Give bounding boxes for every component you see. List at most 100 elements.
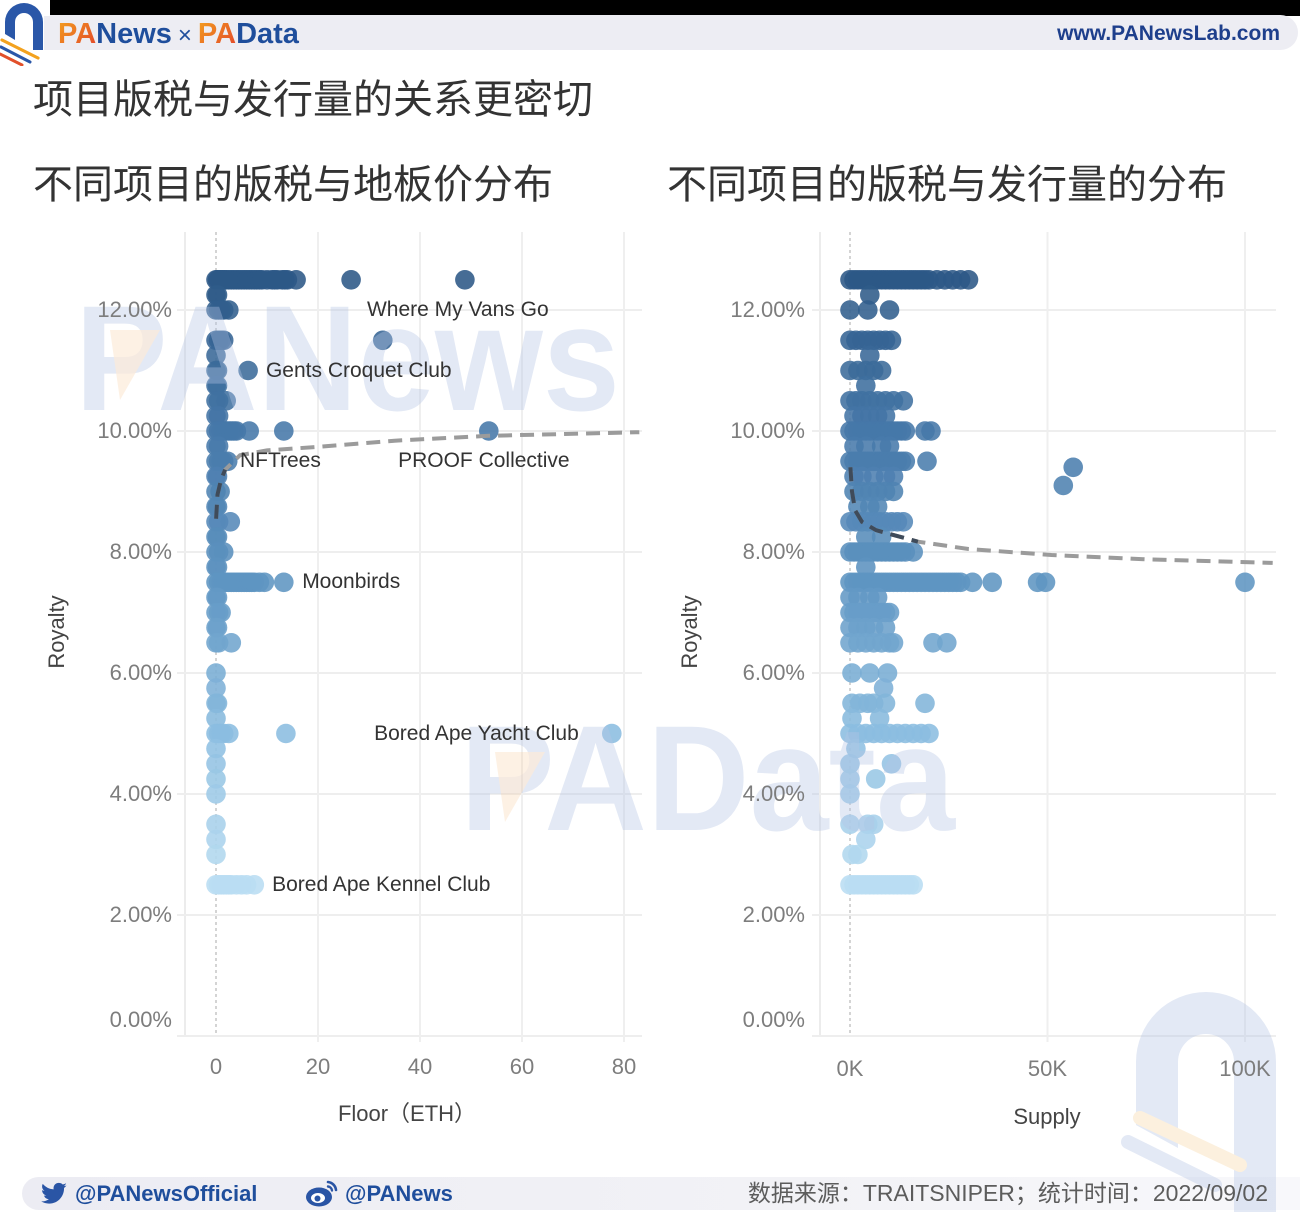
gridlines — [177, 232, 642, 1042]
data-point — [867, 481, 888, 502]
data-point — [881, 512, 902, 532]
brand-logo-text: PANews × PAData — [58, 16, 299, 52]
data-point — [217, 451, 238, 472]
data-point — [219, 300, 239, 320]
data-point — [208, 633, 229, 653]
y-tick-label: 10.00% — [730, 418, 805, 443]
data-point — [1235, 572, 1255, 593]
data-point — [883, 391, 904, 411]
site-url-link[interactable]: www.PANewsLab.com — [1057, 22, 1280, 45]
data-point — [254, 572, 275, 593]
data-point — [221, 270, 242, 290]
x-tick-label: 80 — [611, 1054, 637, 1079]
data-point — [244, 270, 265, 290]
y-tick-label: 2.00% — [742, 902, 805, 927]
data-point — [850, 693, 870, 714]
data-point — [903, 270, 923, 290]
data-point — [879, 451, 900, 472]
data-point — [848, 360, 868, 381]
data-point — [879, 300, 900, 320]
data-point — [224, 572, 244, 593]
data-point — [871, 270, 892, 290]
data-point — [221, 572, 242, 593]
data-point — [863, 572, 884, 593]
data-point — [206, 557, 226, 577]
data-point — [846, 738, 866, 759]
data-point — [208, 723, 229, 744]
data-point — [206, 360, 226, 381]
brand-news-suffix: News — [96, 18, 172, 50]
data-point — [939, 572, 959, 593]
data-point — [950, 572, 971, 593]
data-point — [848, 633, 868, 653]
data-point — [234, 572, 254, 593]
data-point — [863, 330, 884, 351]
gridlines — [812, 232, 1276, 1042]
data-point — [927, 572, 947, 593]
data-point — [206, 496, 226, 517]
data-point — [887, 270, 908, 290]
data-point — [881, 330, 902, 351]
data-point — [844, 466, 864, 487]
data-point — [277, 270, 298, 290]
data-point — [848, 542, 868, 562]
data-point — [887, 451, 908, 472]
twitter-icon[interactable] — [40, 1181, 68, 1207]
data-point — [226, 270, 247, 290]
brand-news-prefix: PA — [58, 18, 97, 50]
data-point — [840, 784, 860, 804]
data-point — [883, 466, 904, 487]
data-point — [863, 421, 884, 441]
data-point — [275, 270, 295, 290]
data-point — [863, 602, 884, 623]
data-point — [207, 466, 228, 487]
data-point — [875, 693, 896, 714]
data-point — [844, 602, 864, 623]
data-point — [942, 270, 963, 290]
trend-line — [214, 430, 640, 519]
data-point — [844, 875, 864, 895]
data-point — [863, 466, 884, 487]
data-point — [895, 875, 916, 895]
data-point — [923, 572, 943, 593]
x-axis-title-floor: Floor（ETH） — [337, 1101, 477, 1126]
footer-band — [22, 1177, 1300, 1210]
data-point — [887, 542, 908, 562]
data-point — [206, 481, 226, 502]
data-point — [208, 542, 229, 562]
data-point — [207, 285, 228, 305]
data-point — [213, 330, 234, 351]
data-point — [226, 572, 247, 593]
data-point — [915, 572, 935, 593]
data-point — [848, 421, 868, 441]
data-point — [919, 572, 939, 593]
data-point — [206, 345, 226, 366]
twitter-handle-link[interactable]: @PANewsOfficial — [75, 1181, 258, 1206]
data-point — [860, 391, 880, 411]
data-point — [213, 421, 234, 441]
data-point — [207, 270, 228, 290]
data-point — [252, 270, 272, 290]
data-point — [206, 451, 226, 472]
data-point — [226, 421, 247, 441]
weibo-handle-link[interactable]: @PANews — [345, 1181, 453, 1206]
data-point — [860, 285, 880, 305]
data-point — [942, 572, 963, 593]
data-point — [863, 723, 884, 744]
data-point — [893, 512, 914, 532]
data-point — [479, 421, 499, 441]
data-point — [852, 330, 872, 351]
data-point — [257, 270, 277, 290]
data-point — [602, 723, 622, 744]
data-point — [219, 875, 239, 895]
data-point — [221, 875, 242, 895]
weibo-icon[interactable] — [305, 1178, 339, 1208]
data-point — [863, 633, 884, 653]
data-point — [236, 572, 257, 593]
data-point — [883, 421, 904, 441]
data-point — [946, 572, 967, 593]
data-point — [915, 421, 935, 441]
data-point — [236, 270, 257, 290]
page-title: 项目版税与发行量的关系更密切 — [33, 78, 593, 122]
x-tick-label: 50K — [1027, 1056, 1068, 1081]
